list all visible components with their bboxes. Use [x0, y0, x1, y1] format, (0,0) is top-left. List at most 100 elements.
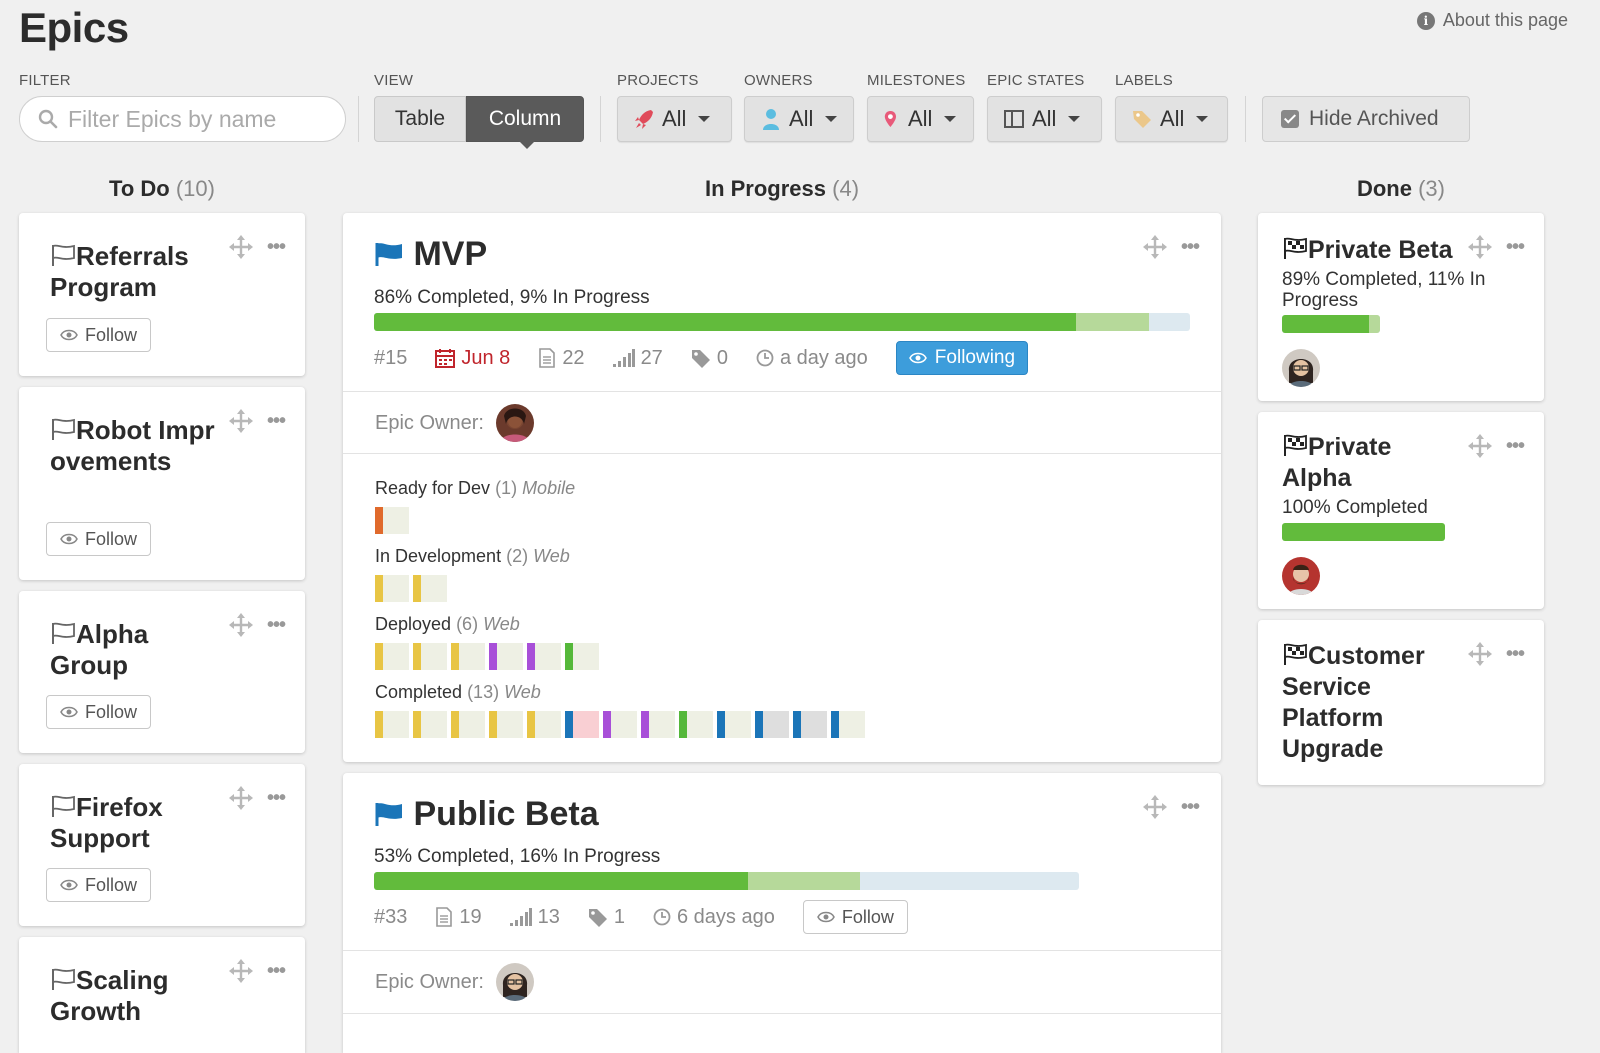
epic-title[interactable]: Public Beta	[374, 797, 599, 831]
following-button[interactable]: Following	[895, 341, 1029, 375]
story-block[interactable]	[413, 575, 447, 602]
milestones-dropdown[interactable]: All	[867, 96, 974, 142]
story-block[interactable]	[413, 711, 447, 738]
more-icon[interactable]: •••	[1506, 435, 1525, 457]
view-column-button[interactable]: Column	[466, 96, 584, 149]
updated-time: 6 days ago	[653, 906, 775, 929]
points-count: 27	[612, 347, 663, 370]
story-block[interactable]	[489, 643, 523, 670]
hide-archived-toggle[interactable]: Hide Archived	[1262, 96, 1470, 142]
story-block[interactable]	[375, 643, 409, 670]
labels-dropdown[interactable]: All	[1115, 96, 1228, 142]
story-block[interactable]	[413, 643, 447, 670]
state-name: Deployed	[375, 614, 457, 634]
follow-button[interactable]: Follow	[802, 900, 908, 934]
story-block[interactable]	[679, 711, 713, 738]
story-block[interactable]	[527, 711, 561, 738]
epic-title[interactable]: MVP	[374, 237, 487, 271]
projects-label: PROJECTS	[617, 72, 699, 89]
story-block[interactable]	[603, 711, 637, 738]
story-block[interactable]	[489, 711, 523, 738]
eye-icon	[60, 329, 78, 341]
epic-card-robot[interactable]: Robot Improvements ••• Follow	[19, 387, 305, 580]
story-block[interactable]	[717, 711, 751, 738]
progress-inprogress	[1369, 315, 1380, 333]
move-icon[interactable]	[229, 786, 253, 810]
epic-title[interactable]: Alpha Group	[50, 619, 149, 680]
epic-card-referrals[interactable]: Referrals Program ••• Follow	[19, 213, 305, 376]
epic-title[interactable]: Private Alpha	[1282, 433, 1392, 492]
epic-title[interactable]: Private Beta	[1282, 235, 1472, 266]
move-icon[interactable]	[1468, 434, 1492, 458]
follow-button[interactable]: Follow	[46, 318, 152, 352]
epic-id[interactable]: #33	[374, 905, 408, 928]
story-block[interactable]	[375, 711, 409, 738]
story-block[interactable]	[451, 711, 485, 738]
view-table-button[interactable]: Table	[374, 96, 466, 142]
owners-dropdown[interactable]: All	[744, 96, 854, 142]
epic-title[interactable]: Firefox Support	[50, 792, 163, 853]
flag-outline-icon	[50, 621, 76, 645]
progress-text: 100% Completed	[1282, 497, 1428, 518]
due-date[interactable]: Jun 8	[435, 347, 510, 370]
story-block[interactable]	[375, 507, 409, 534]
epic-title[interactable]: Scaling Growth	[50, 965, 169, 1026]
state-row: Deployed (6) Web	[375, 614, 869, 670]
move-icon[interactable]	[1468, 235, 1492, 259]
more-icon[interactable]: •••	[1506, 643, 1525, 665]
story-block[interactable]	[527, 643, 561, 670]
epic-title[interactable]: Robot Improvements	[50, 415, 215, 476]
epic-card-customer-service[interactable]: Customer Service Platform Upgrade •••	[1258, 620, 1544, 785]
more-icon[interactable]: •••	[1506, 236, 1525, 258]
eye-icon	[60, 879, 78, 891]
checkbox-icon	[1281, 110, 1299, 128]
epic-card-mvp[interactable]: MVP ••• 86% Completed, 9% In Progress #1…	[343, 213, 1221, 762]
projects-dropdown[interactable]: All	[617, 96, 732, 142]
move-icon[interactable]	[1468, 642, 1492, 666]
epic-card-firefox[interactable]: Firefox Support ••• Follow	[19, 764, 305, 926]
story-block[interactable]	[831, 711, 865, 738]
move-icon[interactable]	[229, 409, 253, 433]
avatar[interactable]	[1282, 557, 1320, 595]
follow-button[interactable]: Follow	[46, 522, 152, 556]
epic-card-alpha-group[interactable]: Alpha Group ••• Follow	[19, 591, 305, 753]
epic-card-scaling[interactable]: Scaling Growth •••	[19, 937, 305, 1053]
follow-button[interactable]: Follow	[46, 868, 152, 902]
about-link[interactable]: i About this page	[1416, 10, 1568, 31]
story-block[interactable]	[451, 643, 485, 670]
more-icon[interactable]: •••	[267, 236, 286, 258]
avatar[interactable]	[495, 963, 534, 1001]
search-input[interactable]	[68, 105, 328, 133]
more-icon[interactable]: •••	[1181, 236, 1200, 258]
search-field[interactable]	[19, 96, 346, 142]
epic-title[interactable]: Referrals Program	[50, 241, 189, 302]
move-icon[interactable]	[229, 613, 253, 637]
move-icon[interactable]	[229, 959, 253, 983]
avatar[interactable]	[1282, 349, 1320, 387]
story-block[interactable]	[565, 711, 599, 738]
story-block[interactable]	[641, 711, 675, 738]
flag-outline-icon	[50, 794, 76, 818]
epic-card-public-beta[interactable]: Public Beta ••• 53% Completed, 16% In Pr…	[343, 773, 1221, 1053]
more-icon[interactable]: •••	[267, 614, 286, 636]
story-block[interactable]	[375, 575, 409, 602]
more-icon[interactable]: •••	[1181, 796, 1200, 818]
more-icon[interactable]: •••	[267, 787, 286, 809]
more-icon[interactable]: •••	[267, 410, 286, 432]
epic-id[interactable]: #15	[374, 346, 408, 369]
move-icon[interactable]	[229, 235, 253, 259]
epic-states-dropdown[interactable]: All	[987, 96, 1102, 142]
epic-card-private-alpha[interactable]: Private Alpha ••• 100% Completed	[1258, 412, 1544, 609]
epic-card-private-beta[interactable]: Private Beta ••• 89% Completed, 11% In P…	[1258, 213, 1544, 401]
epic-title[interactable]: Customer Service Platform Upgrade	[1282, 642, 1425, 763]
story-block[interactable]	[565, 643, 599, 670]
move-icon[interactable]	[1143, 795, 1167, 819]
story-block[interactable]	[793, 711, 827, 738]
move-icon[interactable]	[1143, 235, 1167, 259]
more-icon[interactable]: •••	[267, 960, 286, 982]
flag-checkered-icon	[1282, 433, 1308, 457]
info-icon: i	[1416, 11, 1435, 30]
follow-button[interactable]: Follow	[46, 695, 152, 729]
avatar[interactable]	[495, 404, 534, 442]
story-block[interactable]	[755, 711, 789, 738]
